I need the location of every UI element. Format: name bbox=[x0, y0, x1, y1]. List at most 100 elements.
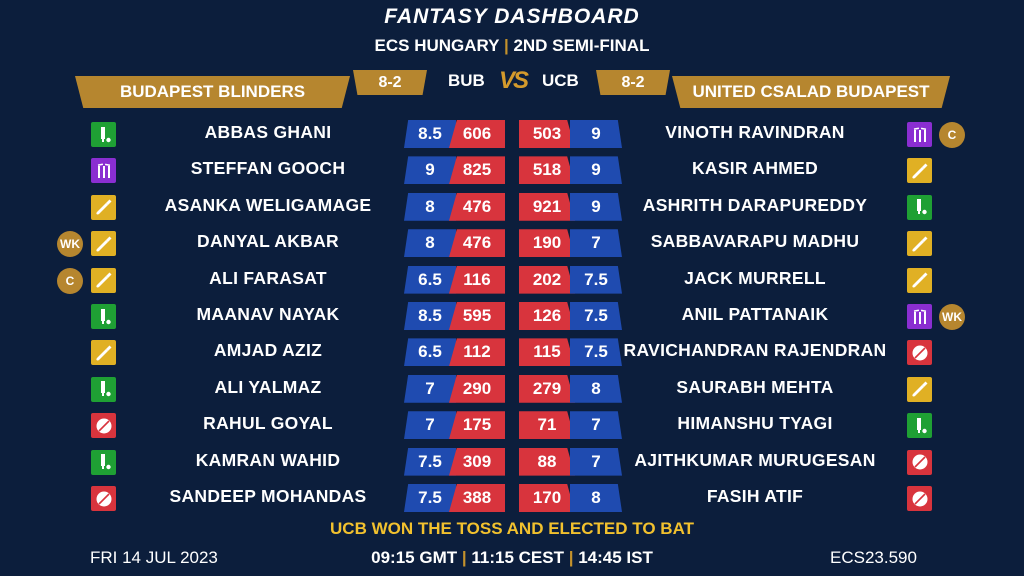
left-team-abbr: BUB bbox=[448, 71, 485, 90]
bat-icon bbox=[907, 231, 932, 257]
right-player-points: 71 bbox=[519, 411, 575, 440]
subtitle-separator: | bbox=[503, 36, 509, 55]
right-player-name: KASIR AHMED bbox=[691, 158, 819, 179]
right-player-credit: 8 bbox=[570, 484, 622, 512]
bat-ball-icon bbox=[91, 122, 116, 147]
event-name: ECS HUNGARY bbox=[374, 36, 500, 55]
left-player-points: 309 bbox=[449, 447, 505, 476]
right-player-name: HIMANSHU TYAGI bbox=[677, 413, 833, 434]
left-player-credit: 7 bbox=[404, 374, 456, 403]
time-separator: | bbox=[461, 548, 467, 567]
right-player-name: FASIH ATIF bbox=[706, 486, 804, 506]
stage-name: 2ND SEMI-FINAL bbox=[513, 36, 650, 55]
bat-icon bbox=[91, 267, 116, 293]
right-player-points: 202 bbox=[519, 265, 575, 294]
ball-icon bbox=[91, 486, 116, 511]
right-player-credit: 9 bbox=[570, 156, 622, 185]
player-row: C ALI FARASAT 6.5 116 202 7.5 JACK MURRELL bbox=[0, 264, 1024, 296]
player-row: KAMRAN WAHID 7.5 309 88 7 AJITHKUMAR MURUGESA… bbox=[0, 446, 1024, 478]
left-player-name: RAHUL GOYAL bbox=[203, 413, 333, 434]
right-player-points: 518 bbox=[519, 156, 575, 185]
role-badge: C bbox=[939, 122, 965, 148]
left-player-name: ALI FARASAT bbox=[209, 267, 327, 288]
left-player-points: 476 bbox=[449, 229, 505, 258]
match-date: FRI 14 JUL 2023 bbox=[90, 548, 218, 567]
ball-icon bbox=[907, 486, 932, 511]
left-player-points: 388 bbox=[449, 484, 505, 512]
right-player-points: 170 bbox=[519, 484, 575, 512]
left-player-name: SANDEEP MOHANDAS bbox=[169, 486, 367, 506]
right-player-credit: 9 bbox=[570, 120, 622, 148]
versus-icon: VS bbox=[499, 67, 529, 94]
time-cest: 11:15 CEST bbox=[471, 548, 564, 567]
left-player-name: KAMRAN WAHID bbox=[195, 449, 341, 470]
right-team-banner: UNITED CSALAD BUDAPEST bbox=[672, 76, 950, 108]
left-player-credit: 8 bbox=[404, 192, 456, 221]
right-player-credit: 7 bbox=[570, 447, 622, 476]
bat-ball-icon bbox=[907, 413, 932, 439]
time-separator: | bbox=[568, 548, 574, 567]
match-subtitle: ECS HUNGARY | 2ND SEMI-FINAL bbox=[0, 36, 1024, 56]
player-row: AMJAD AZIZ 6.5 112 115 7.5 RAVICHANDRAN RAJEN… bbox=[0, 336, 1024, 368]
left-player-name: AMJAD AZIZ bbox=[213, 340, 323, 361]
right-team-record: 8-2 bbox=[596, 70, 670, 95]
left-player-credit: 7 bbox=[404, 411, 456, 440]
right-player-points: 279 bbox=[519, 374, 575, 403]
left-player-points: 112 bbox=[449, 338, 505, 367]
stumps-icon bbox=[907, 122, 932, 147]
right-player-points: 503 bbox=[519, 120, 575, 148]
role-badge: WK bbox=[939, 304, 965, 330]
player-row: ALI YALMAZ 7 290 279 8 SAURABH MEHTA bbox=[0, 373, 1024, 405]
right-player-name: ANIL PATTANAIK bbox=[681, 304, 829, 324]
right-player-name: VINOTH RAVINDRAN bbox=[665, 122, 845, 142]
bat-ball-icon bbox=[91, 376, 116, 402]
left-player-name: STEFFAN GOOCH bbox=[190, 158, 346, 179]
right-player-credit: 7.5 bbox=[570, 338, 622, 367]
left-team-banner: BUDAPEST BLINDERS bbox=[75, 76, 350, 108]
right-player-credit: 9 bbox=[570, 192, 622, 221]
bat-ball-icon bbox=[91, 304, 116, 329]
left-player-points: 116 bbox=[449, 265, 505, 294]
right-player-name: SABBAVARAPU MADHU bbox=[650, 231, 860, 252]
role-badge: WK bbox=[57, 231, 83, 258]
right-player-points: 190 bbox=[519, 229, 575, 258]
player-row: WK DANYAL AKBAR 8 476 190 7 SABBAVARAPU MADHU bbox=[0, 227, 1024, 259]
right-player-name: SAURABH MEHTA bbox=[676, 376, 834, 397]
left-player-credit: 7.5 bbox=[404, 447, 456, 476]
left-player-points: 825 bbox=[449, 156, 505, 185]
left-player-name: ASANKA WELIGAMAGE bbox=[164, 194, 372, 215]
player-row: ABBAS GHANI 8.5 606 503 9 VINOTH RAVINDRAN C bbox=[0, 118, 1024, 150]
left-player-credit: 6.5 bbox=[404, 265, 456, 294]
role-badge: C bbox=[57, 267, 83, 294]
player-row: MAANAV NAYAK 8.5 595 126 7.5 ANIL PATTANAIK WK bbox=[0, 300, 1024, 332]
stumps-icon bbox=[907, 304, 932, 329]
bat-icon bbox=[907, 376, 932, 402]
left-player-name: MAANAV NAYAK bbox=[196, 304, 340, 324]
right-player-name: ASHRITH DARAPUREDDY bbox=[642, 194, 868, 215]
left-player-name: ALI YALMAZ bbox=[214, 376, 322, 397]
right-player-credit: 7.5 bbox=[570, 302, 622, 330]
left-player-points: 595 bbox=[449, 302, 505, 330]
ball-icon bbox=[907, 449, 932, 475]
right-player-points: 115 bbox=[519, 338, 575, 367]
right-player-credit: 7.5 bbox=[570, 265, 622, 294]
right-player-points: 921 bbox=[519, 192, 575, 221]
bat-icon bbox=[907, 267, 932, 293]
left-player-name: DANYAL AKBAR bbox=[197, 231, 339, 252]
right-player-credit: 7 bbox=[570, 411, 622, 440]
left-player-credit: 7.5 bbox=[404, 484, 456, 512]
right-player-credit: 8 bbox=[570, 374, 622, 403]
player-row: ASANKA WELIGAMAGE 8 476 921 9 ASHRITH DARAPUR… bbox=[0, 191, 1024, 223]
player-row: RAHUL GOYAL 7 175 71 7 HIMANSHU TYAGI bbox=[0, 409, 1024, 441]
left-player-points: 606 bbox=[449, 120, 505, 148]
left-player-points: 175 bbox=[449, 411, 505, 440]
dashboard-title: FANTASY DASHBOARD bbox=[384, 5, 640, 28]
bat-icon bbox=[91, 340, 116, 366]
left-player-credit: 8.5 bbox=[404, 120, 456, 148]
match-times: 09:15 GMT | 11:15 CEST | 14:45 IST bbox=[0, 548, 1024, 568]
bat-icon bbox=[91, 231, 116, 257]
left-player-credit: 6.5 bbox=[404, 338, 456, 367]
right-player-name: AJITHKUMAR MURUGESAN bbox=[634, 449, 876, 470]
time-ist: 14:45 IST bbox=[578, 548, 653, 567]
stumps-icon bbox=[91, 158, 116, 184]
